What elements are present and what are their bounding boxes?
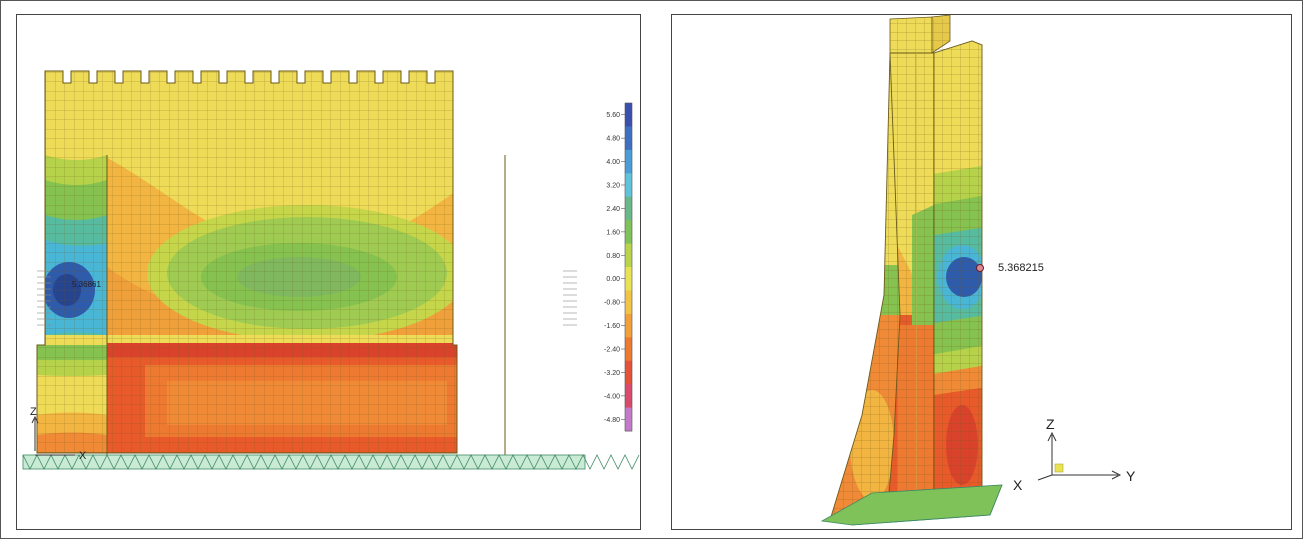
legend-swatch [625,407,632,432]
z-axis-label: Z [30,406,37,418]
legend-label: -2.40 [604,347,620,354]
tower-top [889,15,984,58]
legend-swatch [625,313,632,338]
color-legend: 5.60 4.80 4.00 3.20 2.40 1.60 0.80 0.00 -0.80 -1.… [604,102,633,432]
axis-triad: Z Y X [1013,416,1136,493]
max-value-annotation: 5.36861 [72,280,101,289]
tower-side-face [934,41,982,515]
y-axis-label: Y [1126,468,1136,484]
right-contour-panel: 5.368215 Z Y X [671,14,1292,530]
legend-label: 1.60 [606,229,620,236]
legend-label: -1.60 [604,323,620,330]
wall-elevation-contour: 5.36861 Z X 5.60 4.80 4.00 3.20 2.40 1.60 0.80… [22,70,640,470]
x-axis-label: X [79,450,87,462]
x-axis-label: X [1013,477,1023,493]
left-contour-panel: 5.36861 Z X 5.60 4.80 4.00 3.20 2.40 1.60 0.80… [16,14,641,530]
legend-swatch [625,267,632,291]
legend-swatch [625,126,632,151]
legend-label: -3.20 [604,370,620,377]
legend-label: 0.00 [606,276,620,283]
max-value-marker [976,264,984,272]
z-axis-label: Z [1046,416,1055,432]
legend-swatch [625,149,632,174]
legend-swatch [625,384,632,409]
legend-label: 0.80 [606,253,620,260]
right-edge-ticks [563,270,577,326]
legend-label: -0.80 [604,300,620,307]
legend-swatch [625,290,632,315]
legend-swatch [625,243,632,268]
legend-swatch [625,337,632,362]
legend-label: 4.80 [606,136,620,143]
left-edge-ticks [37,270,51,326]
tower-3d-contour: 5.368215 Z Y X [820,15,1136,526]
legend-swatch [625,196,632,221]
legend-label: 5.60 [606,112,620,119]
max-value-annotation: 5.368215 [998,262,1044,274]
ground-supports [22,454,640,470]
legend-label: 3.20 [606,183,620,190]
legend-label: -4.00 [604,393,620,400]
wall-outline [36,70,458,454]
legend-swatch [625,173,632,198]
legend-label: 4.00 [606,159,620,166]
legend-swatch [625,103,632,127]
contour-field [37,71,457,453]
legend-swatch [625,360,632,385]
legend-label: 2.40 [606,206,620,213]
legend-label: -4.80 [604,417,620,424]
axis-triad: Z X [30,406,87,462]
legend-swatch [625,220,632,245]
